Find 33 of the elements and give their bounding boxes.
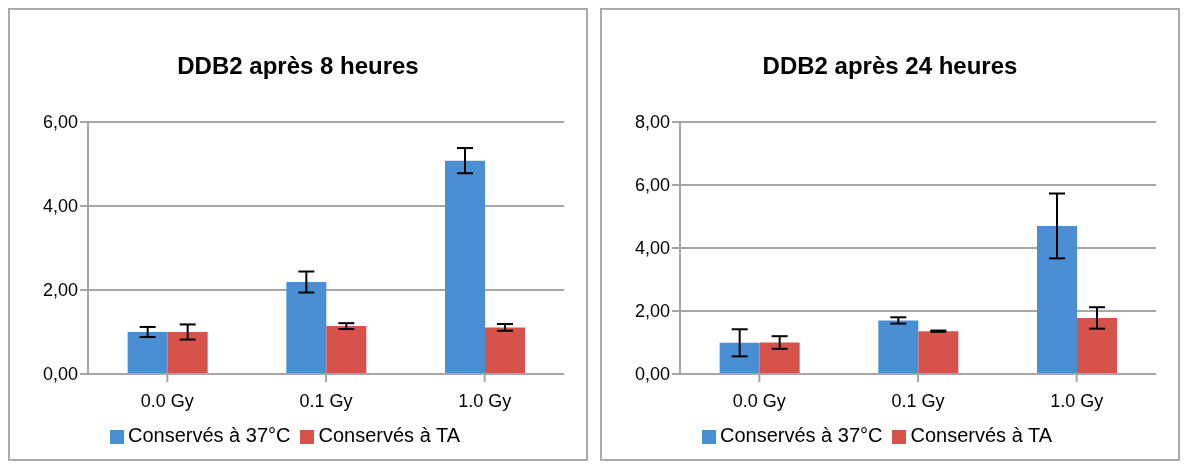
x-tick-label: 0.1 Gy (299, 390, 353, 411)
x-tick-label: 0.1 Gy (891, 390, 945, 411)
y-tick-label: 8,00 (634, 112, 670, 133)
y-tick-label: 6,00 (634, 175, 670, 196)
y-tick-label: 2,00 (42, 280, 78, 301)
bar (759, 342, 800, 374)
legend-label: Conservés à 37°C (719, 424, 883, 446)
bar (167, 332, 208, 374)
chart-title: DDB2 après 8 heures (176, 51, 420, 81)
bar (286, 282, 327, 374)
x-tick-label: 1.0 Gy (458, 390, 512, 411)
y-tick-label: 2,00 (634, 301, 670, 322)
bar (1077, 317, 1117, 374)
y-tick-label: 6,00 (42, 112, 78, 133)
y-tick-label: 4,00 (634, 238, 670, 259)
x-tick-label: 1.0 Gy (1050, 390, 1104, 411)
x-tick-label: 0.0 Gy (732, 390, 786, 411)
y-tick-label: 4,00 (42, 196, 78, 217)
chart-title: DDB2 après 24 heures (761, 51, 1019, 81)
y-tick-label: 0,00 (634, 364, 670, 385)
bar (485, 327, 525, 374)
x-tick-label: 0.0 Gy (140, 390, 194, 411)
bar (918, 331, 959, 374)
bar (878, 320, 919, 374)
y-tick-label: 0,00 (42, 364, 78, 385)
bar (445, 160, 485, 374)
legend-label: Conservés à TA (910, 424, 1053, 446)
bar (326, 326, 367, 374)
legend-label: Conservés à TA (318, 424, 461, 446)
legend-label: Conservés à 37°C (127, 424, 291, 446)
bar (1037, 225, 1077, 374)
bar (127, 332, 168, 374)
bar (719, 342, 760, 374)
